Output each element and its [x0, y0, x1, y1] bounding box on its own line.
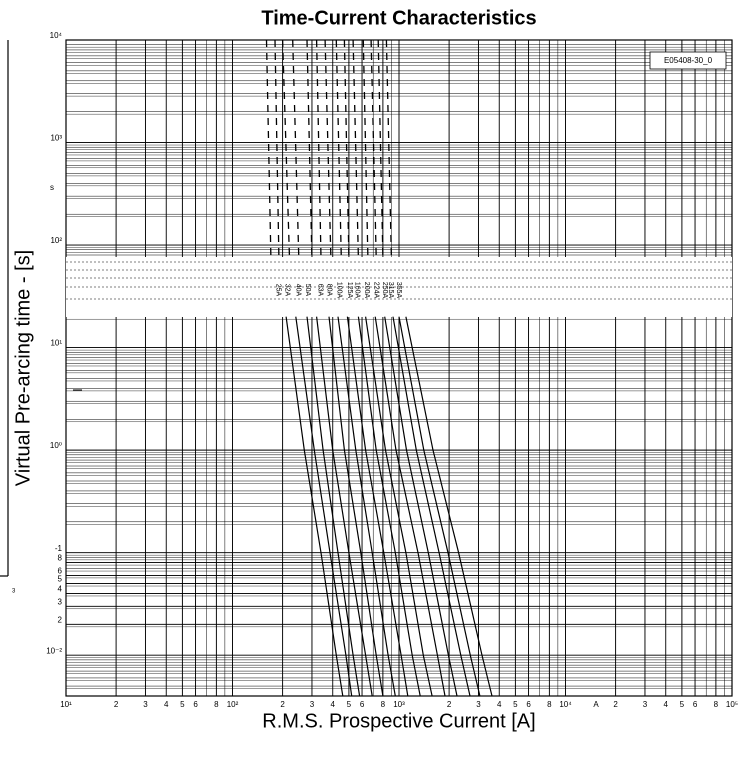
- grid: [65, 39, 733, 696]
- curve: [392, 316, 471, 697]
- x-tick-label: 4: [164, 700, 169, 709]
- curves: 25A 32A 40A 50A 63A 80A 100A 125A 160A 200A 224A 25…: [265, 39, 493, 697]
- curve: [384, 316, 458, 697]
- y-tick-label: 10³: [50, 134, 62, 143]
- curve: [398, 316, 481, 697]
- x-tick-label: 2: [613, 700, 618, 709]
- x-tick-label: 8: [381, 700, 386, 709]
- x-tick-label: 3: [310, 700, 315, 709]
- x-tick-label: 3: [476, 700, 481, 709]
- x-tick-label: 10²: [227, 700, 239, 709]
- y-tick-label: 6: [58, 567, 63, 576]
- y-tick-label: 10⁻²: [46, 646, 62, 655]
- legend-label: 315A: [387, 282, 394, 299]
- plot-frame: [65, 39, 733, 697]
- x-tick-label: 6: [360, 700, 365, 709]
- curve: [295, 316, 353, 697]
- x-tick-label: 8: [714, 700, 719, 709]
- x-tick-label: 10³: [393, 700, 405, 709]
- x-tick-label: 10⁴: [559, 700, 572, 709]
- curve: [385, 39, 393, 258]
- curve: [281, 39, 291, 258]
- legend-label: 25A: [275, 284, 282, 297]
- y-tick-label: 8: [58, 554, 63, 563]
- curve: [306, 316, 361, 697]
- legend-label: 200A: [363, 282, 370, 299]
- y-unit: s: [50, 183, 54, 192]
- legend-label: 250A: [381, 282, 388, 299]
- y-axis-title: Virtual Pre-arcing time - [s]: [12, 250, 34, 486]
- legend-label: 125A: [346, 282, 353, 299]
- x-tick-label: 4: [331, 700, 336, 709]
- curve: [377, 39, 384, 258]
- x-tick-label: 5: [513, 700, 518, 709]
- curve: [370, 39, 377, 258]
- legend-label: 63A: [317, 284, 324, 297]
- x-tick-label: 5: [180, 700, 185, 709]
- legend-label: 100A: [335, 282, 342, 299]
- legend-label: 50A: [304, 284, 311, 297]
- x-tick-label: 2: [114, 700, 119, 709]
- legend-label: 80A: [326, 284, 333, 297]
- curve: [306, 39, 313, 258]
- curve: [374, 316, 446, 697]
- curve: [365, 316, 433, 697]
- y-tick-label: 10²: [50, 236, 62, 245]
- code-label: E05408-30_0: [664, 56, 713, 65]
- chart-title: Time-Current Characteristics: [261, 7, 536, 29]
- curve: [405, 316, 493, 697]
- fragment-label: 3: [12, 589, 16, 595]
- x-tick-label: 10¹: [60, 700, 72, 709]
- x-tick-label: 6: [693, 700, 698, 709]
- y-tick-label: -1: [55, 544, 63, 553]
- legend-label: 40A: [294, 284, 301, 297]
- x-tick-label: 5: [347, 700, 352, 709]
- curve: [362, 39, 369, 258]
- legend-label: 224A: [372, 282, 379, 299]
- x-tick-label: 4: [497, 700, 502, 709]
- y-tick-label: 2: [58, 615, 63, 624]
- curve: [315, 39, 322, 258]
- legend-label: 160A: [353, 282, 360, 299]
- y-tick-label: 4: [58, 585, 63, 594]
- curve: [292, 39, 300, 258]
- x-tick-label: 4: [664, 700, 669, 709]
- x-tick-label: 6: [193, 700, 198, 709]
- y-tick-label: 5: [58, 575, 63, 584]
- y-tick-label: 3: [58, 597, 63, 606]
- x-axis-title: R.M.S. Prospective Current [A]: [262, 710, 535, 732]
- curve: [274, 39, 280, 258]
- x-unit: A: [593, 700, 599, 709]
- band: [66, 257, 732, 317]
- curve: [337, 316, 396, 697]
- curve: [265, 39, 272, 258]
- x-tick-label: 8: [214, 700, 219, 709]
- x-tick-label: 2: [447, 700, 452, 709]
- curve: [324, 39, 332, 258]
- x-tick-label: 3: [143, 700, 148, 709]
- legend-label: 355A: [395, 282, 402, 299]
- curve: [343, 39, 350, 258]
- code-box: [649, 51, 727, 70]
- legend-label: 32A: [284, 284, 291, 297]
- curve: [335, 39, 342, 258]
- x-tick-label: 5: [680, 700, 685, 709]
- curve: [352, 39, 360, 258]
- curve: [328, 316, 384, 697]
- curve: [316, 316, 373, 697]
- x-tick-label: 10⁵: [726, 700, 738, 709]
- curve: [346, 316, 409, 697]
- y-tick-label: 10⁴: [50, 31, 63, 40]
- curve: [285, 316, 344, 697]
- y-tick-label: 10⁰: [50, 441, 62, 450]
- x-tick-label: 6: [526, 700, 531, 709]
- x-tick-label: 2: [280, 700, 285, 709]
- x-tick-label: 8: [547, 700, 552, 709]
- x-tick-label: 3: [643, 700, 648, 709]
- y-tick-label: 10¹: [50, 339, 62, 348]
- curve: [357, 316, 421, 697]
